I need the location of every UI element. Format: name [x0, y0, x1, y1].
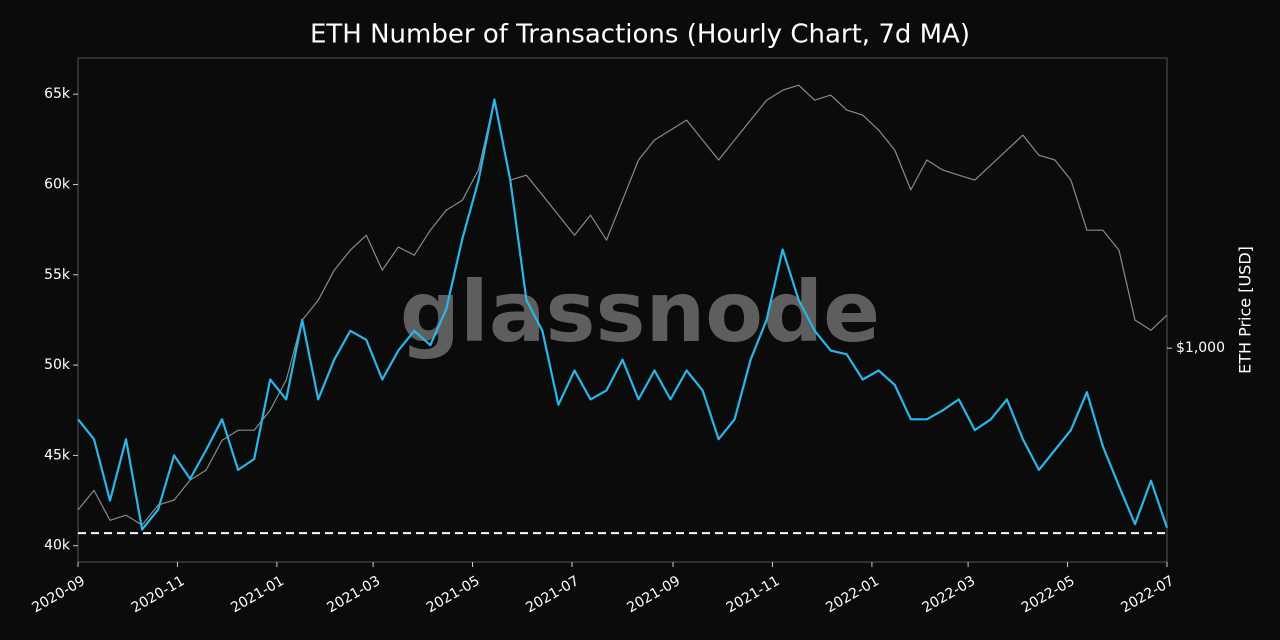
- watermark: glassnode: [400, 263, 880, 361]
- y-tick-label: 45k: [44, 447, 71, 463]
- series-line: [77, 84, 1168, 526]
- y-tick-label: 40k: [44, 538, 71, 554]
- chart-title: ETH Number of Transactions (Hourly Chart…: [310, 20, 970, 50]
- y-tick-label: 65k: [44, 86, 71, 102]
- series-line: [77, 98, 1169, 531]
- plot-frame: [77, 57, 1168, 563]
- y-tick-label: 50k: [44, 357, 71, 373]
- y2-axis-label: ETH Price [USD]: [1236, 246, 1255, 374]
- y2-tick-label: $1,000: [1176, 340, 1225, 356]
- y-tick-label: 60k: [44, 176, 71, 192]
- y-tick-label: 55k: [44, 267, 71, 283]
